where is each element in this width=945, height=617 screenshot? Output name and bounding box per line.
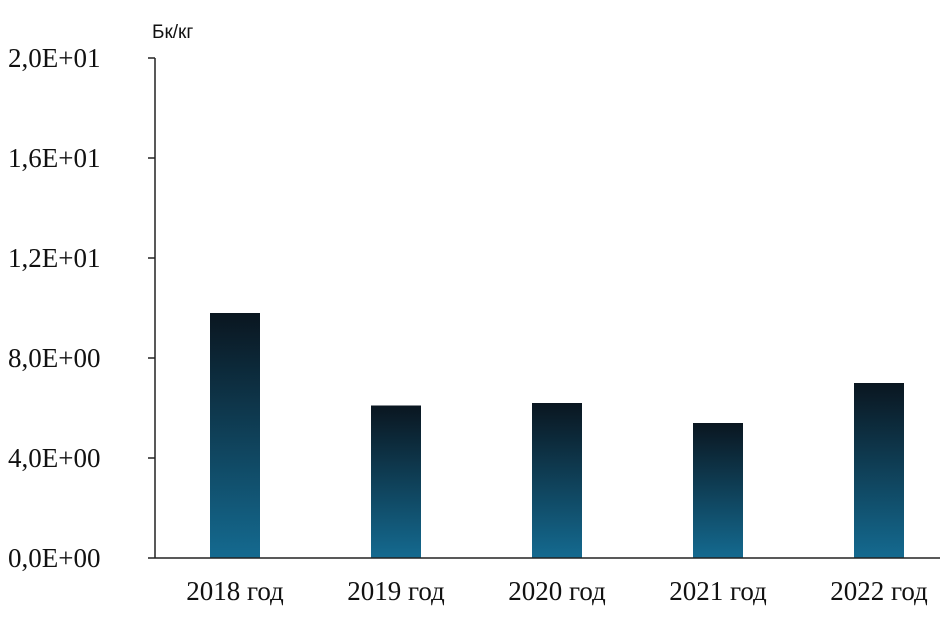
x-tick-label: 2022 год (830, 576, 928, 606)
y-unit-label: Бк/кг (152, 22, 193, 43)
bar-2020-год (532, 403, 582, 558)
y-tick-label: 1,6E+01 (8, 143, 100, 173)
bar-2022-год (854, 383, 904, 558)
y-tick-label: 2,0E+01 (8, 43, 100, 73)
x-tick-label: 2019 год (347, 576, 445, 606)
bar-2018-год (210, 313, 260, 558)
y-tick-label: 4,0E+00 (8, 443, 100, 473)
x-tick-label: 2021 год (669, 576, 767, 606)
y-axis-ticks: 0,0E+00 4,0E+00 8,0E+00 1,2E+01 1,6E+01 2,0E+… (8, 43, 155, 573)
x-axis-labels: 2018 год 2019 год 2020 год 2021 год 2022 год (186, 576, 928, 606)
y-tick-label: 8,0E+00 (8, 343, 100, 373)
bars (210, 313, 904, 558)
bar-2021-год (693, 423, 743, 558)
bar-2019-год (371, 405, 421, 558)
y-tick-label: 1,2E+01 (8, 243, 100, 273)
x-tick-label: 2018 год (186, 576, 284, 606)
y-tick-label: 0,0E+00 (8, 543, 100, 573)
x-tick-label: 2020 год (508, 576, 606, 606)
